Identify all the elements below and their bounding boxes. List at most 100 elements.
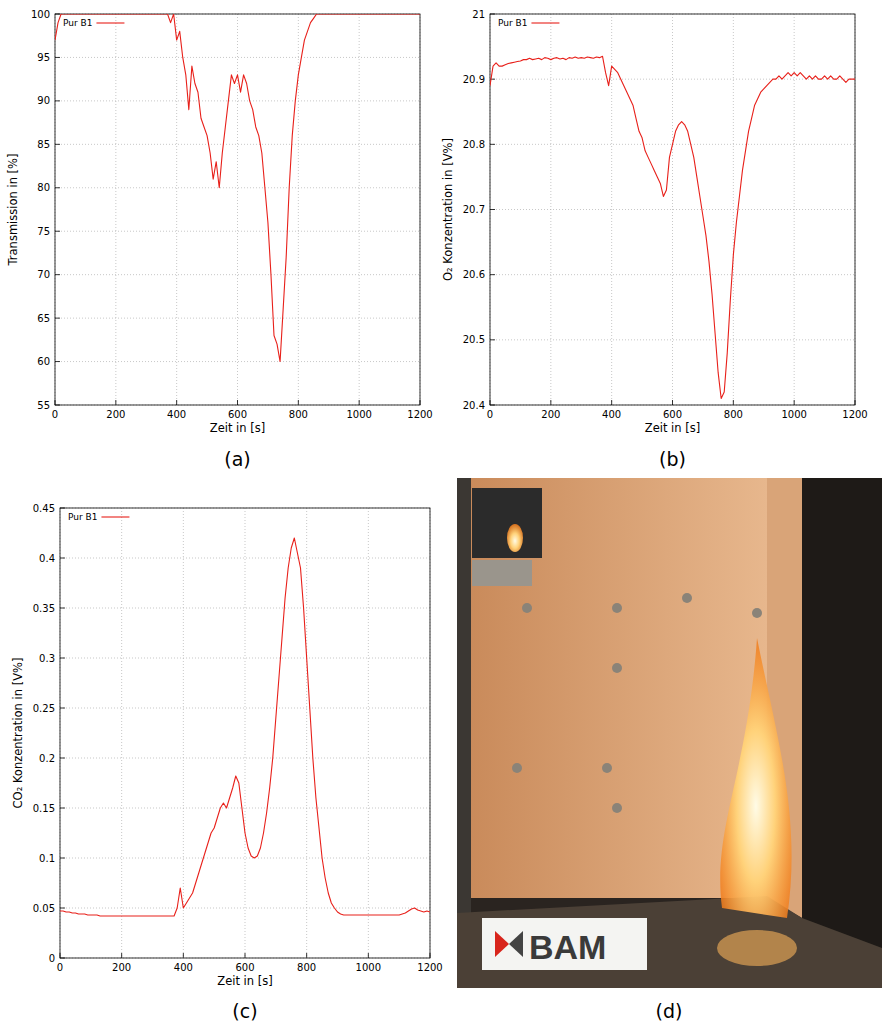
tick-label: 0.45 xyxy=(33,503,55,514)
chart-panel: 0200400600800100012005560657075808590951… xyxy=(6,9,433,471)
tick-mark xyxy=(490,339,495,340)
data-group xyxy=(60,538,430,916)
grid-line xyxy=(245,508,246,958)
tick-mark xyxy=(672,400,673,405)
grid-line xyxy=(60,708,430,709)
grid-line xyxy=(183,508,184,958)
legend-label: Pur B1 xyxy=(63,18,92,28)
tick-label: 0 xyxy=(49,953,55,964)
plot-frame xyxy=(55,14,420,405)
tick-mark xyxy=(55,318,60,319)
tick-label: 800 xyxy=(297,962,316,973)
bam-sign: BAM xyxy=(482,918,647,970)
tick-label: 20.5 xyxy=(463,334,485,345)
tick-label: 20.8 xyxy=(463,139,485,150)
tick-label: 1000 xyxy=(356,962,381,973)
grid-line xyxy=(55,318,420,319)
tick-mark xyxy=(368,953,369,958)
sign-board xyxy=(482,918,647,970)
grid-line xyxy=(60,558,430,559)
bolt xyxy=(512,763,522,773)
tick-label: 0.1 xyxy=(39,853,55,864)
tick-mark xyxy=(60,558,65,559)
grid-line xyxy=(359,14,360,405)
floor-glow xyxy=(717,930,797,966)
grid-line xyxy=(60,658,430,659)
grid-line xyxy=(55,144,420,145)
tick-mark xyxy=(183,953,184,958)
tick-mark xyxy=(490,144,495,145)
panel-caption: (b) xyxy=(659,448,686,470)
grid-line xyxy=(60,608,430,609)
tick-label: 100 xyxy=(31,9,50,20)
tick-mark xyxy=(490,209,495,210)
tick-label: 20.6 xyxy=(463,269,485,280)
y-axis-title: Transmission in [%] xyxy=(6,154,20,267)
tick-mark xyxy=(60,808,65,809)
tick-label: 21 xyxy=(472,9,485,20)
tick-label: 0 xyxy=(57,962,63,973)
grid-line xyxy=(490,339,855,340)
legend-swatch xyxy=(101,516,129,517)
tick-mark xyxy=(794,400,795,405)
y-axis-title: CO₂ Konzentration in [V%] xyxy=(11,658,25,809)
grid-line xyxy=(55,57,420,58)
tick-label: 1200 xyxy=(417,962,442,973)
tick-label: 95 xyxy=(37,52,50,63)
tick-mark xyxy=(60,858,65,859)
grid-line xyxy=(60,858,430,859)
tick-label: 600 xyxy=(228,409,247,420)
legend-label: Pur B1 xyxy=(68,512,97,522)
grid-line xyxy=(55,100,420,101)
tick-label: 90 xyxy=(37,95,50,106)
tick-mark xyxy=(60,758,65,759)
tick-label: 400 xyxy=(167,409,186,420)
floor xyxy=(457,896,882,988)
tick-mark xyxy=(176,400,177,405)
frame-post xyxy=(457,478,471,988)
tick-mark xyxy=(55,231,60,232)
tick-label: 75 xyxy=(37,226,50,237)
panel-caption: (c) xyxy=(232,1000,257,1022)
tick-label: 1200 xyxy=(407,409,432,420)
grid-line xyxy=(60,908,430,909)
tick-label: 0.15 xyxy=(33,803,55,814)
tick-mark xyxy=(298,400,299,405)
data-group xyxy=(55,14,420,362)
x-axis-title: Zeit in [s] xyxy=(645,421,700,435)
burner xyxy=(472,560,532,586)
tick-mark xyxy=(121,953,122,958)
tick-label: 400 xyxy=(174,962,193,973)
tick-label: 70 xyxy=(37,269,50,280)
tick-label: 0.35 xyxy=(33,603,55,614)
tick-label: 1200 xyxy=(842,409,867,420)
figure: 0200400600800100012005560657075808590951… xyxy=(0,0,882,1032)
grid-line xyxy=(55,231,420,232)
x-axis-title: Zeit in [s] xyxy=(210,421,265,435)
tick-mark xyxy=(55,361,60,362)
tick-label: 0.3 xyxy=(39,653,55,664)
grid-line xyxy=(55,187,420,188)
grid-line xyxy=(55,361,420,362)
tick-label: 80 xyxy=(37,182,50,193)
tick-label: 600 xyxy=(235,962,254,973)
tick-mark xyxy=(55,274,60,275)
data-group xyxy=(490,56,855,398)
tick-label: 85 xyxy=(37,139,50,150)
tick-mark xyxy=(60,608,65,609)
tick-mark xyxy=(245,953,246,958)
photo-panel: BAM(d) xyxy=(457,478,882,1032)
data-line xyxy=(55,14,420,362)
dark-edge xyxy=(802,478,882,988)
tick-label: 20.9 xyxy=(463,74,485,85)
grid-line xyxy=(60,808,430,809)
grid-line xyxy=(611,14,612,405)
tick-mark xyxy=(55,187,60,188)
tick-label: 20.4 xyxy=(463,400,485,411)
flame xyxy=(720,638,791,918)
tick-label: 20.7 xyxy=(463,204,485,215)
grid-line xyxy=(368,508,369,958)
tick-mark xyxy=(611,400,612,405)
grid-line xyxy=(55,274,420,275)
plot-frame xyxy=(60,508,430,958)
